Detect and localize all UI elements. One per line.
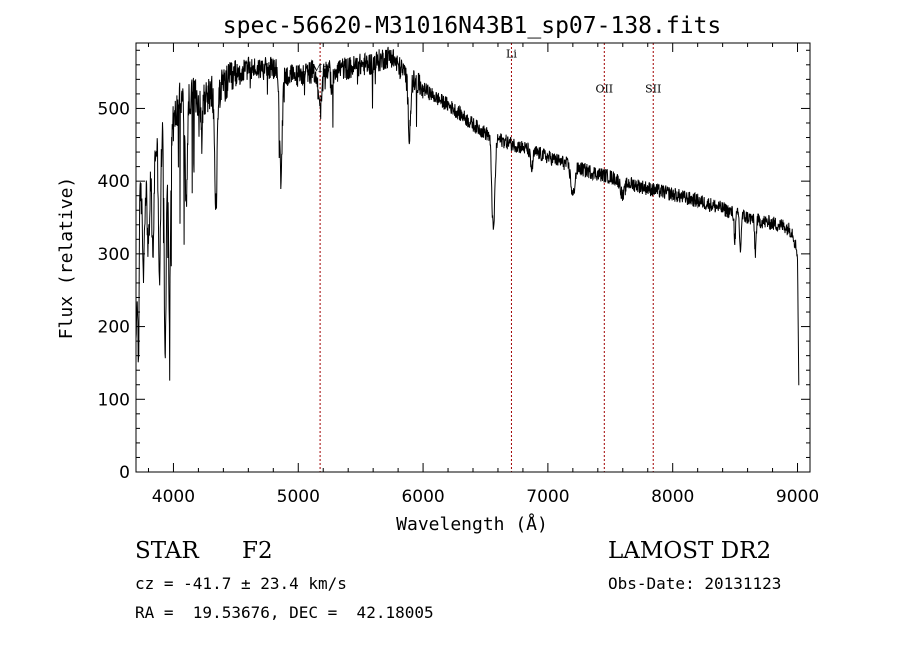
line-marker-label-li: Li — [506, 48, 517, 61]
y-axis-label: Flux (relative) — [56, 177, 77, 340]
x-tick-label: 9000 — [776, 487, 819, 507]
line-marker-label-sii: SII — [645, 82, 661, 95]
y-tick-label: 200 — [98, 318, 130, 338]
plot-frame — [135, 42, 811, 473]
y-axis: 0 100 200 300 400 500 — [98, 49, 810, 483]
coordinates: RA = 19.53676, DEC = 42.18005 — [135, 603, 434, 622]
x-tick-label: 8000 — [651, 487, 694, 507]
object-subclass: F2 — [242, 538, 273, 564]
y-tick-label: 500 — [98, 99, 130, 119]
x-tick-label: 4000 — [152, 487, 195, 507]
redshift-velocity: cz = -41.7 ± 23.4 km/s — [135, 574, 347, 593]
spectrum-line — [136, 46, 800, 386]
y-tick-label: 400 — [98, 172, 130, 192]
x-axis-label: Wavelength (Å) — [396, 513, 548, 535]
x-tick-label: 6000 — [401, 487, 444, 507]
chart-title: spec-56620-M31016N43B1_sp07-138.fits — [223, 13, 722, 39]
observation-date: Obs-Date: 20131123 — [608, 574, 782, 593]
x-tick-label: 7000 — [526, 487, 569, 507]
x-tick-label: 5000 — [277, 487, 320, 507]
line-marker-label-oii: OII — [595, 82, 613, 95]
survey-name: LAMOST DR2 — [608, 538, 772, 564]
y-tick-label: 300 — [98, 245, 130, 265]
x-axis: 4000 5000 6000 7000 8000 9000 — [147, 43, 819, 507]
y-tick-label: 0 — [119, 463, 130, 483]
object-class: STAR — [135, 538, 199, 564]
y-tick-label: 100 — [98, 390, 130, 410]
